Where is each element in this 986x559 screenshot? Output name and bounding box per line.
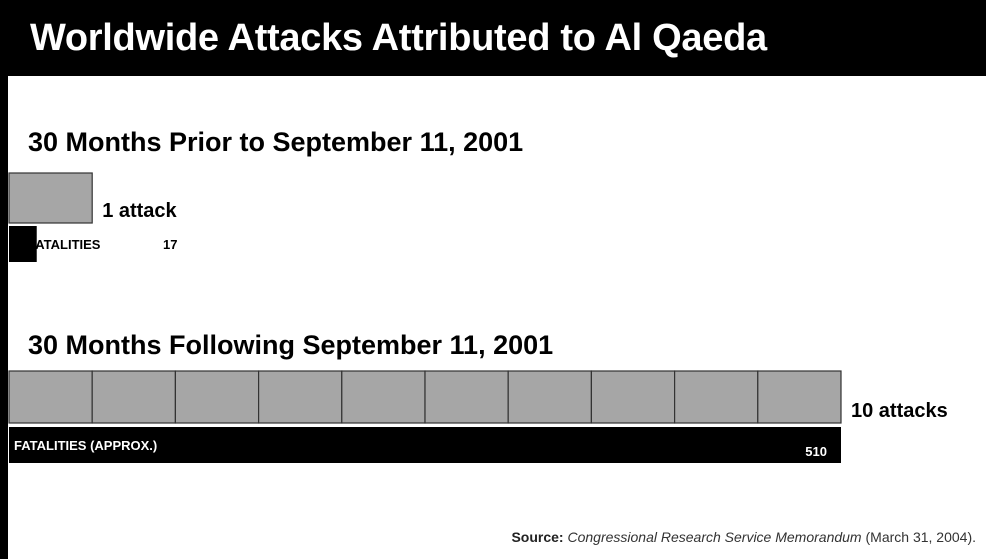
left-rule (0, 76, 8, 559)
fatalities-bar-prior (9, 226, 37, 262)
fatalities-value-prior: 17 (163, 237, 177, 252)
attack-box-following (424, 370, 509, 424)
fatalities-bar-following (9, 427, 841, 463)
attack-box-following (341, 370, 426, 424)
section-heading-following: 30 Months Following September 11, 2001 (28, 330, 554, 360)
attacks-label-following: 10 attacks (851, 400, 948, 422)
attack-box-following (8, 370, 93, 424)
title-bar: Worldwide Attacks Attributed to Al Qaeda (0, 0, 986, 76)
attack-box-following (174, 370, 260, 424)
chart-title: Worldwide Attacks Attributed to Al Qaeda (30, 17, 767, 59)
attack-box-following (590, 370, 676, 424)
attack-box-following (673, 370, 759, 424)
fatalities-label-following: FATALITIES (APPROX.) (14, 438, 157, 453)
fatalities-label-prior: FATALITIES (28, 237, 101, 252)
fatalities-value-following: 510 (805, 444, 827, 459)
attacks-label-prior: 1 attack (102, 200, 177, 222)
attack-box-following (507, 370, 593, 424)
attack-box-following (258, 370, 343, 424)
attack-box-following (757, 370, 842, 424)
source-title: Congressional Research Service Memorandu… (567, 529, 862, 545)
source-line: Source: Congressional Research Service M… (511, 529, 976, 545)
source-date: (March 31, 2004). (865, 529, 977, 545)
attack-box-following (91, 370, 176, 424)
section-heading-prior: 30 Months Prior to September 11, 2001 (28, 127, 524, 157)
attack-box-prior (8, 172, 93, 224)
source-label: Source: (511, 529, 564, 545)
